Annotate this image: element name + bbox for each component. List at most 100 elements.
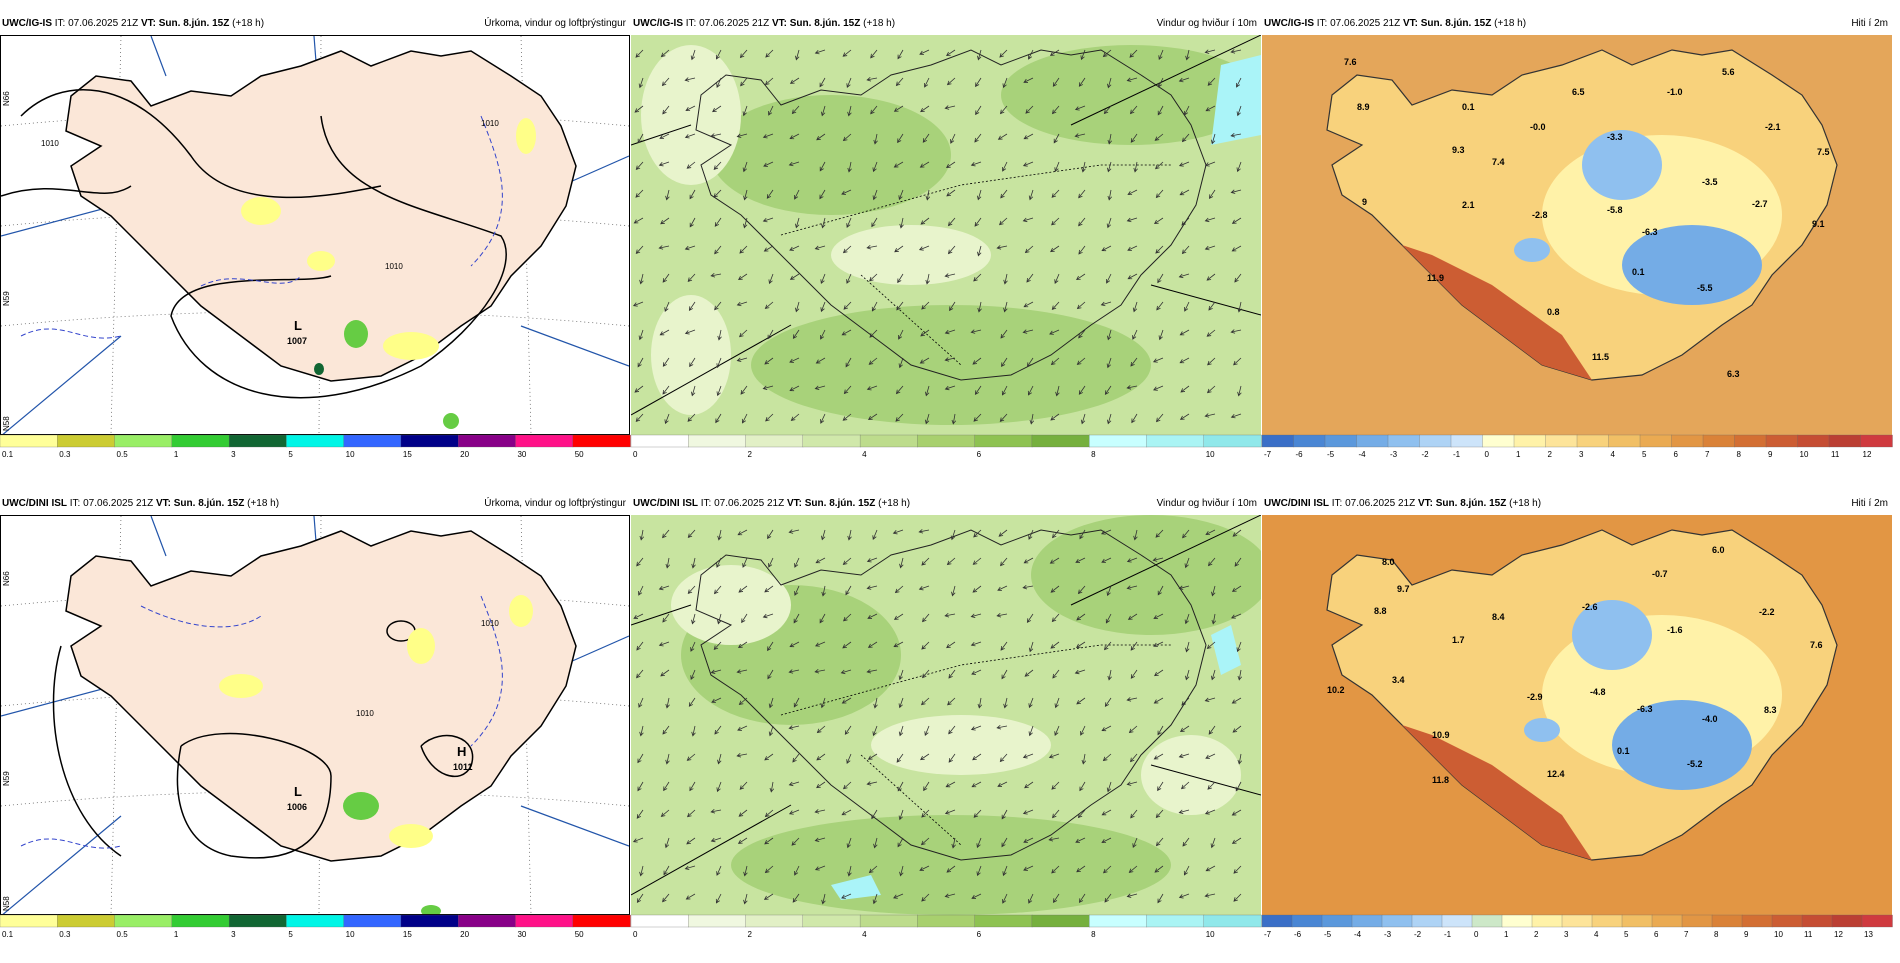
wind-arrow: [738, 585, 748, 593]
wind-arrow: [1233, 893, 1242, 902]
wind-arrow: [893, 161, 904, 168]
panel-header: UWC/DINI ISL IT: 07.06.2025 21Z VT: Sun.…: [1264, 498, 1888, 509]
wind-arrow: [819, 189, 826, 200]
wind-arrow: [821, 217, 826, 229]
wind-arrow: [1000, 189, 1008, 199]
wind-arrow: [1106, 273, 1112, 284]
wind-arrow: [1024, 781, 1034, 789]
colorbar-swatch: [171, 914, 230, 928]
wind-arrow: [1101, 837, 1112, 844]
wind-arrow: [689, 357, 696, 368]
wind-arrow: [820, 301, 826, 313]
wind-arrow: [637, 781, 644, 792]
wind-arrow: [764, 809, 774, 818]
wind-arrow: [948, 669, 956, 679]
wind-arrow: [1106, 413, 1112, 425]
wind-arrow: [947, 245, 956, 255]
wind-arrow: [971, 893, 982, 899]
wind-arrow: [768, 273, 774, 285]
wind-arrow: [820, 105, 826, 117]
wind-arrow: [1081, 161, 1086, 173]
wind-arrow: [1024, 245, 1034, 254]
colorbar-swatch: [0, 914, 58, 928]
wind-arrow: [922, 613, 930, 623]
wind-arrow: [816, 753, 826, 761]
wind-arrow: [996, 725, 1008, 730]
wind-arrow: [1126, 217, 1138, 223]
wind-arrow: [792, 329, 800, 339]
wind-arrow: [1022, 217, 1034, 223]
wind-arrow: [1158, 329, 1164, 341]
wind-arrow: [1107, 133, 1113, 145]
wind-arrow: [843, 613, 852, 622]
wind-arrow: [820, 697, 826, 709]
wind-arrow: [944, 105, 956, 110]
colorbar-tick-label: 20: [460, 930, 469, 939]
wind-arrow: [846, 273, 852, 284]
wind-arrow: [842, 781, 852, 790]
wind-arrow: [664, 301, 670, 313]
wind-arrow: [977, 301, 982, 313]
wind-arrow: [662, 893, 670, 903]
wind-arrow: [971, 669, 982, 675]
wind-arrow: [793, 613, 800, 624]
colorbar-tick-label: 0.3: [59, 930, 71, 939]
wind-arrow: [920, 105, 930, 113]
wind-arrow: [686, 809, 696, 818]
wind-arrow: [789, 385, 800, 392]
wind-arrow: [1204, 413, 1216, 418]
wind-arrow: [1126, 893, 1138, 898]
wind-arrow: [996, 613, 1008, 618]
wind-arrow: [1078, 77, 1086, 87]
colorbar-swatch: [1501, 914, 1533, 928]
colorbar-swatch: [688, 914, 747, 928]
wind-arrow: [1130, 133, 1138, 143]
wind-arrow: [1155, 245, 1164, 254]
wind-arrow: [972, 753, 982, 761]
wind-arrow: [1237, 753, 1243, 765]
wind-arrow: [789, 77, 800, 84]
wind-arrow: [1153, 753, 1164, 760]
wind-arrow: [738, 273, 748, 281]
wind-arrow: [1231, 809, 1242, 816]
wind-arrow: [637, 133, 644, 144]
wind-arrow: [1233, 357, 1242, 366]
wind-arrow: [1104, 697, 1112, 707]
wind-arrow: [816, 725, 826, 734]
wind-arrow: [1206, 385, 1216, 394]
wind-arrow: [764, 753, 774, 761]
wind-arrow: [1128, 865, 1138, 873]
wind-arrow: [1182, 837, 1190, 847]
wind-arrow: [634, 385, 644, 393]
wind-arrow: [998, 217, 1008, 226]
wind-arrow: [1107, 189, 1113, 201]
wind-arrow: [944, 357, 956, 362]
wind-arrow: [658, 245, 670, 250]
colorbar-swatch: [802, 914, 861, 928]
colorbar-tick-label: 4: [1594, 930, 1599, 939]
wind-arrow: [660, 49, 670, 58]
wind-arrow: [899, 217, 904, 229]
temperature-value: 10.2: [1327, 685, 1345, 695]
colorbar-tick-label: 3: [1564, 930, 1569, 939]
wind-arrow: [920, 837, 930, 846]
wind-arrow: [866, 77, 878, 82]
wind-arrow: [1027, 357, 1034, 368]
wind-arrow: [1206, 273, 1216, 281]
wind-arrow: [973, 413, 982, 422]
colorbar-swatch: [917, 434, 976, 448]
wind-arrow: [1237, 301, 1242, 313]
wind-arrow: [1181, 217, 1190, 226]
colorbar-tick-label: 1: [1516, 450, 1521, 459]
panel-wind-ig: UWC/IG-IS IT: 07.06.2025 21Z VT: Sun. 8.…: [630, 13, 1262, 483]
wind-arrow: [1130, 669, 1138, 679]
wind-arrow: [636, 557, 644, 567]
panel-header: UWC/DINI ISL IT: 07.06.2025 21Z VT: Sun.…: [633, 498, 1257, 509]
wind-arrow: [820, 529, 826, 541]
wind-arrow: [789, 357, 800, 363]
colorbar-tick-label: 2: [748, 450, 753, 459]
wind-arrow: [636, 669, 644, 679]
wind-arrow: [1022, 809, 1034, 815]
wind-arrow: [710, 837, 722, 843]
wind-arrow: [868, 357, 878, 365]
